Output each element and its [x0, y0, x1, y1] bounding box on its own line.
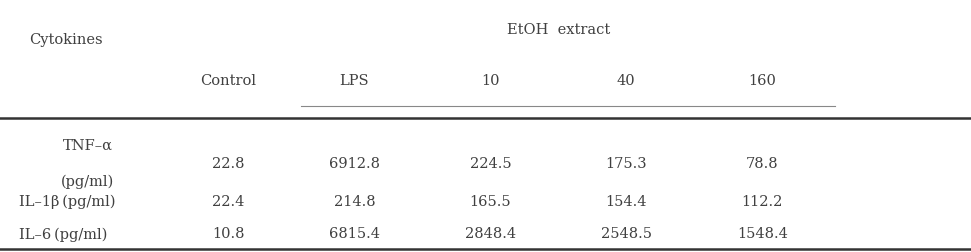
Text: 160: 160: [749, 74, 776, 88]
Text: Cytokines: Cytokines: [29, 33, 103, 47]
Text: 224.5: 224.5: [470, 157, 511, 171]
Text: 1548.4: 1548.4: [737, 227, 787, 241]
Text: 2548.5: 2548.5: [601, 227, 652, 241]
Text: TNF–α: TNF–α: [62, 139, 113, 153]
Text: (pg/ml): (pg/ml): [61, 174, 114, 189]
Text: 22.8: 22.8: [212, 157, 245, 171]
Text: IL–6 (pg/ml): IL–6 (pg/ml): [19, 227, 108, 242]
Text: Control: Control: [200, 74, 256, 88]
Text: 214.8: 214.8: [334, 195, 375, 209]
Text: 40: 40: [617, 74, 636, 88]
Text: 10.8: 10.8: [212, 227, 245, 241]
Text: 78.8: 78.8: [746, 157, 779, 171]
Text: IL–1β (pg/ml): IL–1β (pg/ml): [19, 194, 116, 209]
Text: 154.4: 154.4: [606, 195, 647, 209]
Text: 22.4: 22.4: [212, 195, 245, 209]
Text: 175.3: 175.3: [606, 157, 647, 171]
Text: 10: 10: [481, 74, 500, 88]
Text: EtOH  extract: EtOH extract: [507, 23, 610, 37]
Text: 112.2: 112.2: [742, 195, 783, 209]
Text: LPS: LPS: [340, 74, 369, 88]
Text: 6815.4: 6815.4: [329, 227, 380, 241]
Text: 2848.4: 2848.4: [465, 227, 516, 241]
Text: 6912.8: 6912.8: [329, 157, 380, 171]
Text: 165.5: 165.5: [470, 195, 511, 209]
